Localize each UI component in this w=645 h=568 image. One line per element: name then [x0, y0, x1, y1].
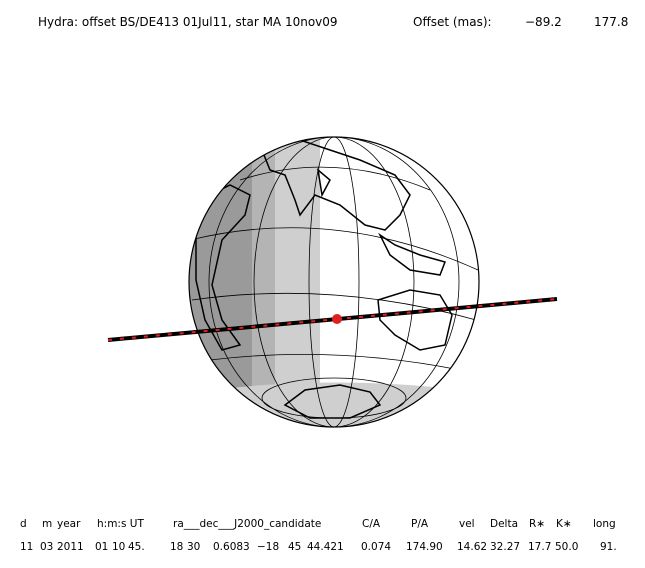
- cell: 32.27: [490, 541, 520, 553]
- column-header: R∗: [529, 518, 545, 530]
- cell: 14.62: [457, 541, 487, 553]
- cell: 91.: [600, 541, 617, 553]
- column-header: P/A: [411, 518, 429, 530]
- cell: 01: [95, 541, 108, 553]
- cell: 17.7: [528, 541, 551, 553]
- cell: 174.90: [406, 541, 443, 553]
- table-row: 11 03 2011 01 10 45. 18 30 0.6083 −18 45 44.421 0.07…: [20, 541, 617, 553]
- cell: 18: [170, 541, 183, 553]
- path-markers: [107, 298, 558, 341]
- globe: [189, 137, 479, 427]
- column-header: vel: [459, 518, 475, 530]
- column-header: C/A: [362, 518, 381, 530]
- cell: 2011: [57, 541, 84, 553]
- center-point: [332, 314, 342, 324]
- cell: 11: [20, 541, 33, 553]
- graticule: [189, 137, 479, 427]
- cell: 10: [112, 541, 125, 553]
- globe-limb: [188, 136, 480, 428]
- cell: 50.0: [555, 541, 578, 553]
- cell: 0.074: [361, 541, 391, 553]
- column-header: K∗: [556, 518, 572, 530]
- cell: 45: [288, 541, 301, 553]
- column-header: d: [20, 518, 27, 530]
- table-header: d m year h:m:s UT ra___dec___J2000_candidate…: [20, 518, 616, 530]
- title: Hydra: offset BS/DE413 01Jul11, star MA …: [38, 15, 338, 29]
- offset-ra: −89.2: [525, 15, 562, 29]
- column-header: long: [593, 518, 616, 530]
- offset-label: Offset (mas):: [413, 15, 492, 29]
- offset-dec: 177.8: [594, 15, 628, 29]
- cell: 0.6083: [213, 541, 250, 553]
- column-header: year: [57, 518, 81, 530]
- column-header: h:m:s UT: [97, 518, 144, 530]
- cell: 45.: [128, 541, 145, 553]
- cell: 44.421: [307, 541, 344, 553]
- coastlines: [195, 139, 453, 419]
- column-header: ra___dec___J2000_candidate: [173, 518, 321, 530]
- cell: 30: [187, 541, 200, 553]
- cell: −18: [257, 541, 279, 553]
- cell: 03: [40, 541, 53, 553]
- polar-shade: [189, 382, 479, 427]
- column-header: m: [42, 518, 52, 530]
- column-header: Delta: [490, 518, 518, 530]
